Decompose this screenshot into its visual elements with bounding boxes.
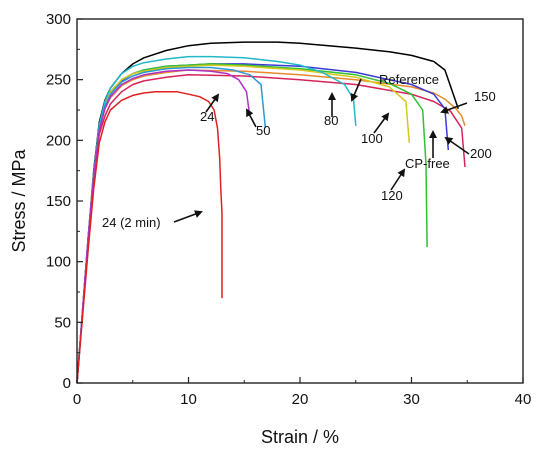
y-tick-label: 150 bbox=[46, 193, 71, 210]
x-tick-label: 0 bbox=[73, 391, 81, 408]
x-axis-title: Strain / % bbox=[261, 427, 339, 447]
plot-frame bbox=[76, 18, 524, 384]
y-tick-label: 50 bbox=[54, 314, 71, 331]
series-line-9 bbox=[76, 69, 251, 384]
annotation-label: 24 (2 min) bbox=[102, 215, 161, 230]
annotation-label: 24 bbox=[200, 109, 214, 124]
series-line-1 bbox=[76, 41, 460, 384]
annotation-label: Reference bbox=[379, 72, 439, 87]
annotation-label: 80 bbox=[324, 113, 338, 128]
x-tick-label: 20 bbox=[292, 391, 309, 408]
annotation-arrow bbox=[350, 78, 362, 102]
annotation-label: 200 bbox=[470, 146, 492, 161]
annotation-label: 50 bbox=[256, 123, 270, 138]
annotation-label: 120 bbox=[381, 188, 403, 203]
annotation-arrow bbox=[205, 93, 220, 113]
annotation-arrow bbox=[444, 136, 470, 155]
series-layer bbox=[76, 41, 466, 384]
y-tick-label: 300 bbox=[46, 11, 71, 28]
y-axis-title: Stress / MPa bbox=[9, 149, 29, 253]
annotation-arrow bbox=[440, 102, 468, 114]
annotation-label: 100 bbox=[361, 131, 383, 146]
annotation-arrow bbox=[246, 108, 257, 128]
y-tick-label: 250 bbox=[46, 72, 71, 89]
ticks-layer: 0 10 20 30 40 0 50 100 150 200 250 300 bbox=[46, 11, 531, 408]
annotation-layer: Reference 150 200 CP-free 120 100 80 50 24 24 (2 … bbox=[102, 72, 496, 230]
x-tick-label: 10 bbox=[180, 391, 197, 408]
annotation-label: 150 bbox=[474, 89, 496, 104]
annotation-arrow bbox=[373, 112, 390, 134]
y-tick-label: 100 bbox=[46, 254, 71, 271]
series-line-10 bbox=[76, 91, 223, 384]
annotation-arrow bbox=[390, 168, 406, 191]
x-tick-label: 40 bbox=[515, 391, 532, 408]
annotation-arrow bbox=[173, 210, 203, 223]
y-tick-label: 200 bbox=[46, 132, 71, 149]
y-tick-label: 0 bbox=[63, 375, 71, 392]
x-tick-label: 30 bbox=[403, 391, 420, 408]
annotation-label: CP-free bbox=[405, 156, 450, 171]
